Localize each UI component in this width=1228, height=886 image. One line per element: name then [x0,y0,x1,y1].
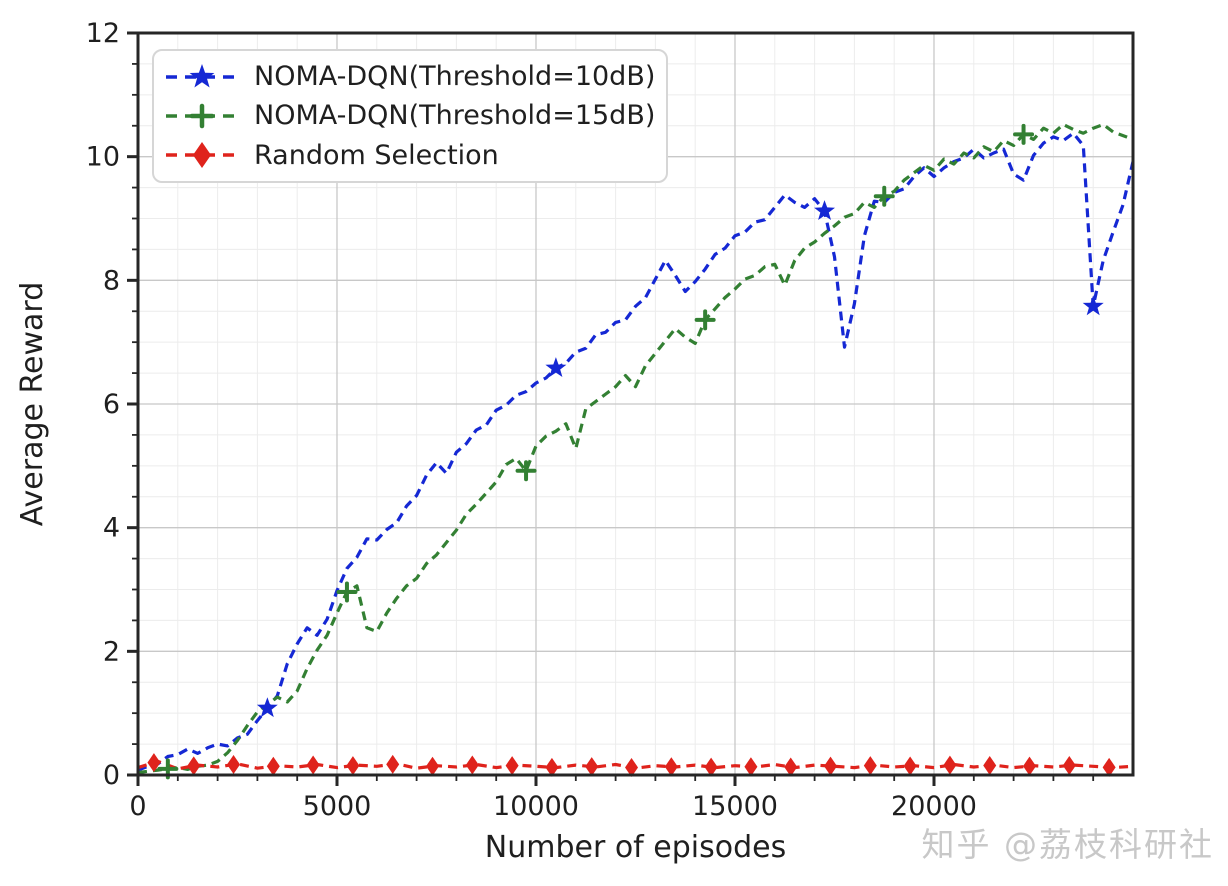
svg-text:0: 0 [103,760,120,791]
legend-item-1: NOMA-DQN(Threshold=15dB) [164,96,656,135]
legend-item-0: NOMA-DQN(Threshold=10dB) [164,57,656,96]
legend-label: NOMA-DQN(Threshold=10dB) [254,61,656,93]
legend-label: Random Selection [254,139,499,171]
star-marker-sample [166,63,238,88]
svg-text:6: 6 [103,389,120,420]
svg-text:2: 2 [103,636,120,667]
svg-text:4: 4 [103,513,120,544]
svg-text:10: 10 [86,142,120,173]
svg-text:15000: 15000 [692,791,778,822]
svg-text:20000: 20000 [891,791,977,822]
y-axis-label: Average Reward [15,282,50,526]
svg-text:8: 8 [103,265,120,296]
svg-text:10000: 10000 [493,791,579,822]
watermark: 知乎 @荔枝科研社 [921,825,1214,864]
legend-item-2: Random Selection [164,136,652,175]
diamond-marker-sample [166,142,238,169]
svg-text:0: 0 [129,791,146,822]
legend: NOMA-DQN(Threshold=10dB) NOMA-DQN(Thresho… [152,49,668,183]
svg-text:5000: 5000 [303,791,372,822]
plus-marker-sample [166,103,238,129]
svg-text:12: 12 [86,18,120,49]
legend-label: NOMA-DQN(Threshold=15dB) [254,100,656,132]
x-axis-label: Number of episodes [485,830,786,865]
